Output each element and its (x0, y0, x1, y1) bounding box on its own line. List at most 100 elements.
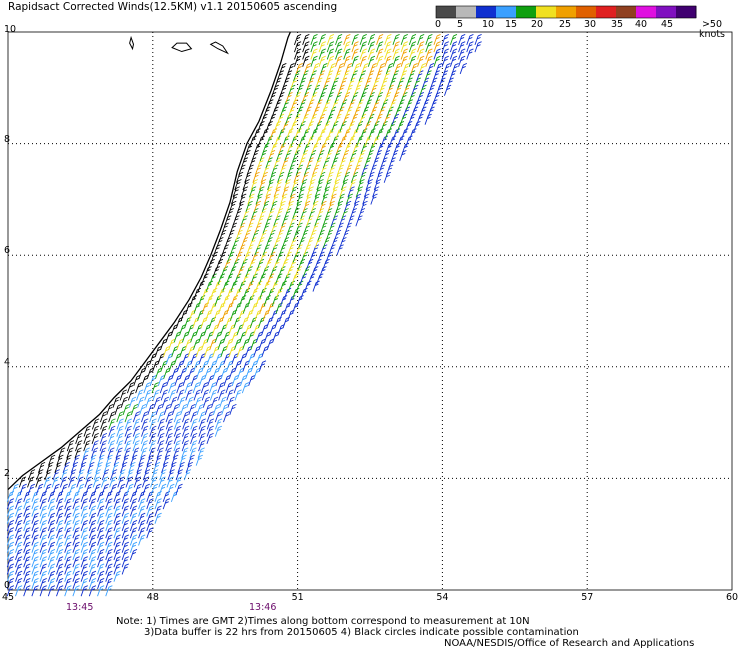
wind-barb (125, 476, 133, 488)
wind-barb (113, 512, 121, 524)
wind-barb (89, 454, 97, 466)
wind-barb (47, 541, 56, 553)
wind-barb (347, 186, 355, 198)
wind-barb (140, 432, 149, 445)
wind-barb (99, 425, 108, 437)
wind-barb (101, 483, 109, 495)
wind-barb (166, 476, 174, 488)
wind-barb (88, 520, 97, 532)
wind-barb (76, 476, 84, 488)
wind-barb (15, 520, 23, 532)
wind-barb (210, 302, 218, 314)
wind-barb (394, 63, 402, 75)
wind-barb (312, 280, 320, 292)
wind-barb (159, 469, 167, 481)
wind-barb (47, 520, 56, 532)
wind-barb (138, 520, 146, 532)
wind-barb (121, 520, 129, 532)
wind-barb (150, 476, 158, 488)
wind-barb (302, 48, 310, 60)
wind-barb (336, 63, 344, 75)
wind-barb (392, 33, 400, 46)
wind-barb (113, 570, 121, 582)
wind-barb (80, 498, 88, 510)
wind-barb (367, 33, 376, 46)
wind-barb (182, 411, 190, 423)
wind-barb (219, 396, 227, 408)
wind-barb (97, 512, 105, 524)
wind-barb (173, 411, 182, 423)
wind-barb (128, 461, 136, 474)
wind-barb (157, 440, 165, 452)
wind-barb (64, 549, 72, 561)
wind-barb (343, 33, 351, 46)
wind-barb (105, 563, 113, 575)
wind-barb (132, 432, 140, 445)
wind-barb (255, 193, 263, 205)
wind-barb (113, 541, 121, 553)
legend-swatch (576, 6, 597, 18)
wind-barb (138, 512, 146, 524)
wind-barb (364, 135, 372, 147)
wind-barb (418, 63, 426, 75)
wind-barb (372, 135, 380, 147)
wind-barb (223, 411, 231, 423)
wind-barb (35, 476, 43, 488)
wind-barb (319, 128, 327, 140)
wind-barb (133, 476, 142, 488)
wind-barb (31, 556, 39, 568)
wind-barb (60, 469, 69, 481)
wind-barb (458, 41, 466, 53)
wind-barb (402, 63, 410, 75)
wind-barb (174, 418, 182, 430)
y-tick-label: 4 (4, 356, 11, 368)
wind-barb (64, 498, 72, 510)
wind-barb (249, 135, 257, 147)
wind-barb (99, 411, 108, 423)
wind-barb (433, 41, 441, 53)
wind-barb (88, 549, 97, 561)
wind-barb (64, 578, 72, 590)
wind-barb (361, 63, 369, 75)
wind-barb (112, 396, 120, 408)
wind-barb (201, 302, 210, 314)
wind-barb (278, 142, 286, 154)
wind-barb (18, 476, 27, 488)
wind-barb (99, 432, 108, 445)
wind-barb (230, 193, 239, 205)
wind-barb (449, 48, 458, 60)
x-tick-label: 48 (146, 592, 159, 603)
wind-barb (66, 440, 75, 452)
wind-barb (335, 200, 344, 212)
wind-barb (341, 179, 349, 191)
wind-barb (99, 440, 107, 452)
wind-barb (64, 520, 72, 532)
wind-barb (336, 142, 344, 154)
island-outline (129, 35, 135, 51)
wind-barb (54, 461, 62, 474)
wind-barb (384, 41, 392, 53)
wind-barb (80, 570, 88, 582)
wind-barb (113, 454, 121, 466)
wind-barb (80, 549, 88, 561)
wind-barb (323, 135, 331, 147)
wind-barb (299, 179, 308, 191)
wind-barb (31, 578, 39, 590)
wind-barb (185, 389, 193, 401)
wind-barb (209, 389, 218, 401)
wind-barb (47, 512, 56, 524)
wind-barb (409, 128, 417, 140)
wind-barb (27, 476, 35, 488)
wind-barb (400, 41, 408, 53)
wind-barb (286, 142, 295, 154)
wind-barb (401, 128, 409, 140)
wind-barb (245, 142, 254, 154)
wind-barb (443, 63, 451, 75)
wind-barb (204, 403, 212, 416)
wind-barb (140, 447, 148, 459)
wind-barb (265, 186, 273, 198)
wind-barb (206, 295, 214, 307)
wind-barb (72, 527, 80, 539)
wind-barb (351, 48, 359, 60)
wind-barb (329, 193, 337, 205)
